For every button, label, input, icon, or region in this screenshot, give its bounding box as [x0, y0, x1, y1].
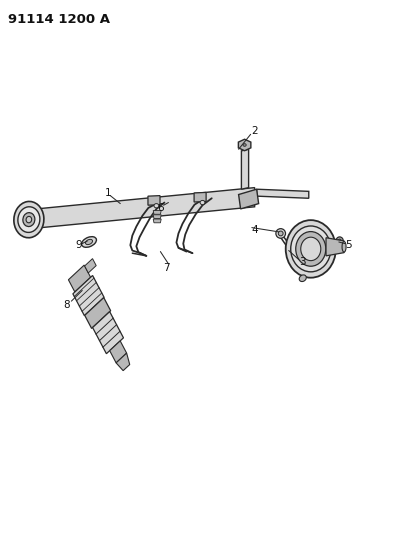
Text: 6: 6 [157, 203, 164, 213]
Polygon shape [36, 188, 255, 228]
Polygon shape [257, 189, 309, 198]
Polygon shape [73, 276, 104, 316]
Ellipse shape [286, 220, 336, 278]
Ellipse shape [336, 237, 343, 245]
Polygon shape [85, 297, 111, 328]
Text: 9: 9 [75, 240, 81, 250]
Ellipse shape [85, 239, 93, 245]
Ellipse shape [243, 144, 246, 147]
Ellipse shape [291, 226, 331, 272]
Ellipse shape [338, 239, 341, 243]
Text: 3: 3 [300, 257, 306, 267]
Ellipse shape [296, 231, 326, 266]
Ellipse shape [200, 200, 205, 205]
Polygon shape [69, 265, 91, 292]
Ellipse shape [18, 207, 40, 232]
Polygon shape [238, 139, 251, 151]
Ellipse shape [276, 229, 286, 238]
Ellipse shape [301, 237, 321, 261]
Ellipse shape [23, 213, 35, 227]
Polygon shape [93, 312, 124, 354]
Polygon shape [241, 149, 249, 189]
Text: 91114 1200 A: 91114 1200 A [8, 13, 110, 26]
Ellipse shape [14, 201, 44, 238]
Polygon shape [194, 192, 206, 202]
Text: 5: 5 [346, 240, 352, 250]
Polygon shape [85, 259, 96, 273]
Ellipse shape [299, 275, 306, 281]
Text: 7: 7 [163, 263, 170, 273]
Polygon shape [116, 353, 130, 370]
Polygon shape [153, 215, 161, 219]
Polygon shape [110, 341, 127, 363]
Ellipse shape [26, 216, 32, 223]
Ellipse shape [82, 237, 96, 247]
Ellipse shape [342, 241, 346, 252]
Ellipse shape [278, 231, 283, 236]
Polygon shape [153, 211, 161, 214]
Polygon shape [326, 238, 344, 256]
Text: 2: 2 [251, 126, 258, 135]
Text: 4: 4 [251, 225, 258, 235]
Text: 8: 8 [63, 300, 69, 310]
Text: 1: 1 [105, 188, 111, 198]
Polygon shape [239, 189, 259, 209]
Ellipse shape [154, 204, 159, 208]
Polygon shape [153, 219, 161, 223]
Polygon shape [148, 196, 160, 205]
